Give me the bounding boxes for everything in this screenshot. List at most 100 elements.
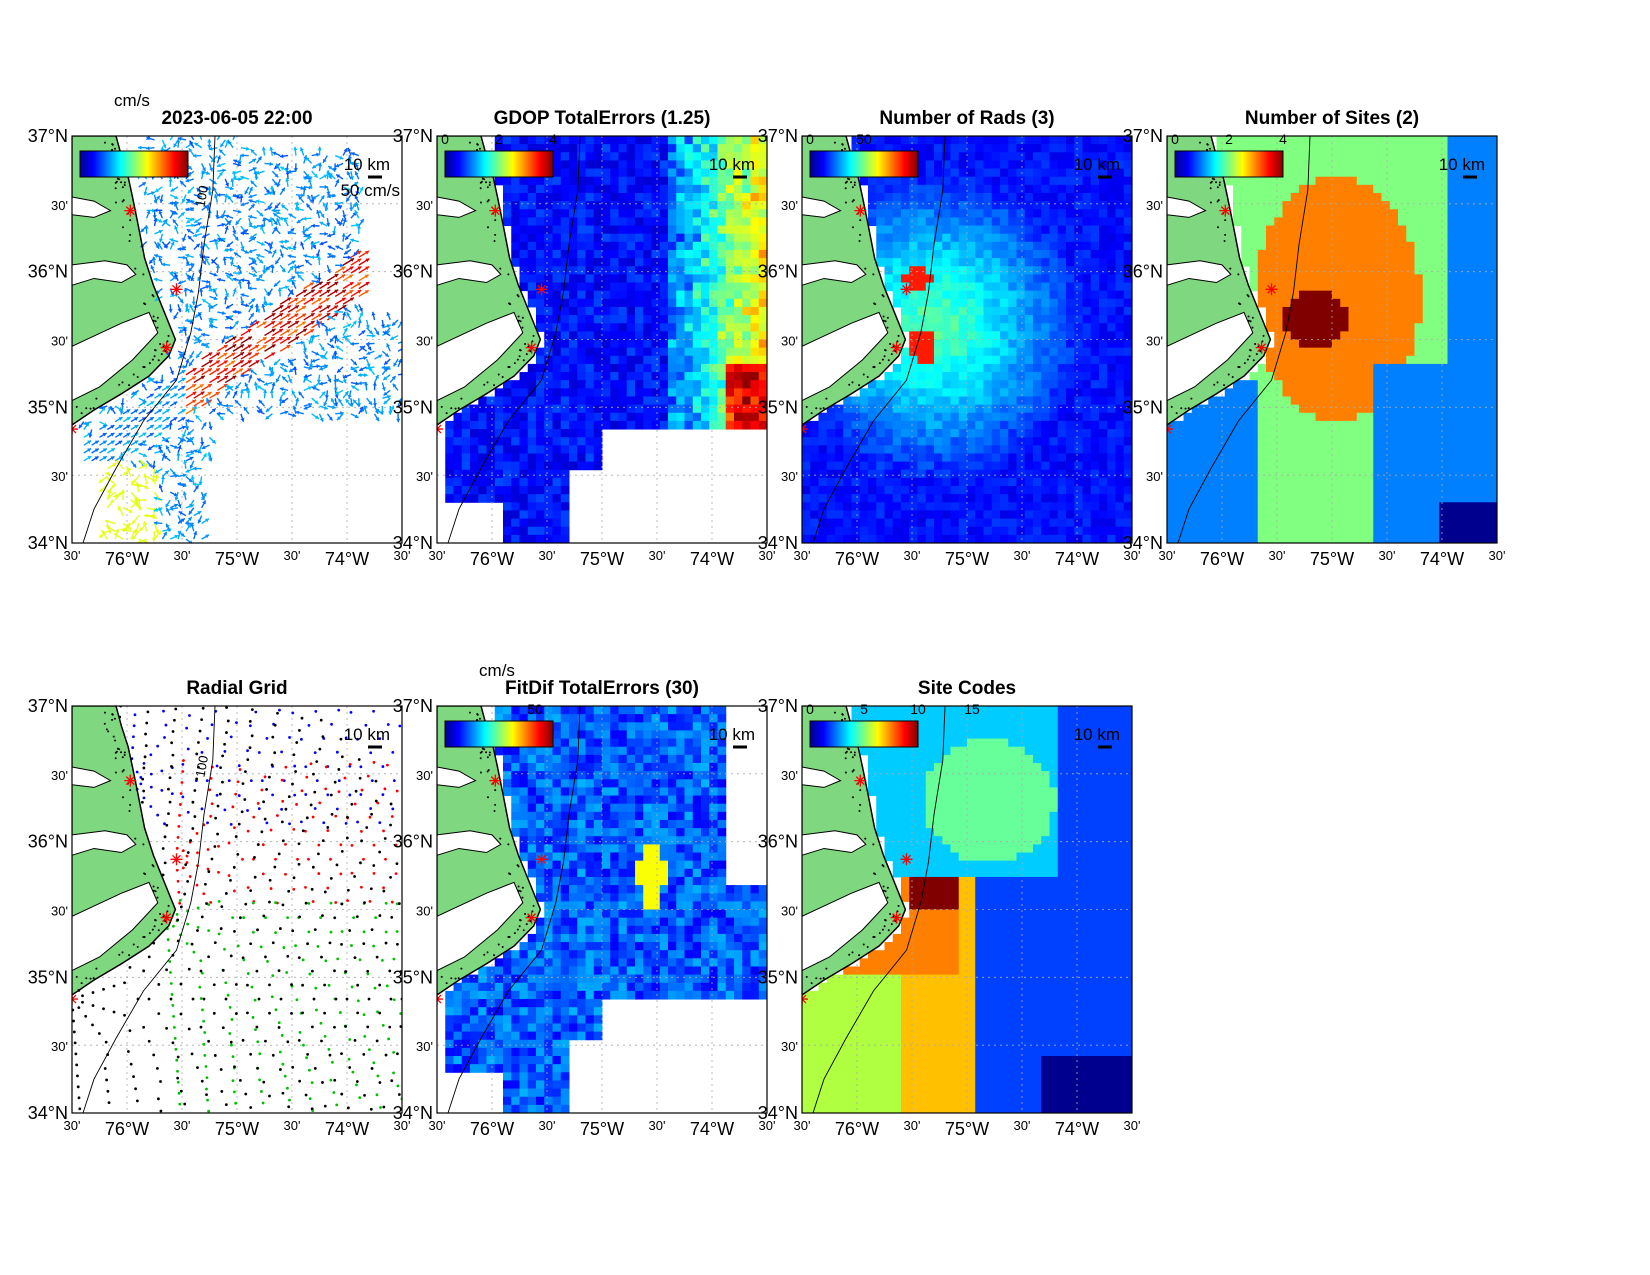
current-vector-head: [101, 530, 106, 535]
field-cell: [536, 347, 545, 357]
field-cell: [692, 331, 702, 340]
field-cell: [577, 144, 586, 153]
field-cell: [610, 282, 619, 292]
field-cell: [942, 241, 951, 251]
field-cell: [659, 372, 669, 381]
field-cell: [925, 241, 935, 251]
current-vector-head: [185, 418, 190, 423]
field-cell: [967, 372, 976, 381]
field-cell: [1041, 298, 1050, 308]
lon-label: 30': [174, 548, 191, 563]
map-area: [802, 136, 1132, 543]
field-cell: [544, 306, 553, 316]
field-cell: [934, 404, 943, 414]
current-vector-head: [146, 210, 151, 215]
field-cell: [643, 168, 652, 178]
lat-label: 30': [416, 334, 433, 349]
current-vector-head: [177, 308, 182, 313]
field-cell: [835, 534, 844, 543]
field-cell: [668, 160, 677, 170]
field-cell: [593, 339, 603, 349]
field-cell: [577, 461, 586, 471]
current-vector-head: [248, 249, 253, 254]
field-cell: [577, 233, 586, 243]
field-cell: [884, 201, 894, 210]
coast-dot: [494, 219, 497, 222]
field-cell: [635, 331, 644, 340]
current-vector-head: [137, 145, 142, 150]
field-cell: [527, 176, 537, 186]
field-cell: [909, 315, 918, 324]
field-cell: [1008, 429, 1017, 438]
current-vector-head: [316, 279, 320, 284]
field-cell: [901, 306, 910, 316]
current-vector-head: [126, 417, 131, 421]
field-cell: [1024, 372, 1034, 381]
field-cell: [527, 201, 537, 210]
field-cell: [527, 437, 537, 446]
field-cell: [544, 209, 553, 218]
field-cell: [618, 339, 628, 349]
field-cell: [967, 201, 976, 210]
current-vector-head: [138, 442, 142, 447]
field-cell: [585, 217, 595, 227]
field-cell: [717, 225, 727, 235]
field-cell: [934, 152, 943, 161]
current-vector-head: [199, 246, 205, 250]
field-cell: [958, 494, 968, 503]
field-cell: [519, 469, 529, 479]
field-cell: [684, 404, 694, 414]
current-vector-head: [334, 394, 339, 399]
field-cell: [942, 363, 951, 373]
field-cell: [934, 339, 943, 349]
field-cell: [1008, 494, 1017, 503]
current-vector-head: [237, 280, 242, 284]
field-cell: [901, 298, 910, 308]
field-cell: [750, 192, 760, 202]
field-cell: [991, 209, 1001, 218]
current-vector-head: [197, 222, 202, 227]
field-cell: [552, 534, 562, 543]
field-cell: [659, 420, 669, 430]
field-cell: [626, 380, 636, 389]
field-cell: [593, 453, 603, 463]
current-vector-head: [317, 256, 322, 260]
coast-dot: [525, 353, 528, 356]
field-cell: [851, 510, 861, 520]
field-cell: [461, 486, 471, 495]
current-vector-head: [156, 195, 160, 200]
current-vector-head: [174, 273, 179, 278]
field-cell: [1016, 298, 1026, 308]
field-cell: [511, 469, 520, 479]
field-cell: [569, 217, 578, 227]
field-cell: [626, 372, 636, 381]
current-vector-head: [350, 341, 354, 346]
current-vector-head: [134, 432, 139, 437]
field-cell: [560, 363, 570, 373]
field-cell: [810, 477, 819, 487]
field-cell: [1033, 526, 1042, 536]
current-vector-head: [189, 140, 194, 145]
field-cell: [618, 241, 628, 251]
field-cell: [709, 282, 718, 292]
field-cell: [991, 453, 1001, 463]
field-cell: [742, 176, 751, 186]
field-cell: [909, 184, 918, 194]
field-cell: [676, 347, 685, 357]
field-cell: [478, 437, 487, 446]
field-cell: [725, 168, 735, 178]
field-cell: [1016, 249, 1026, 259]
field-cell: [950, 249, 960, 259]
field-cell: [758, 282, 767, 292]
field-cell: [659, 331, 669, 340]
current-vector-head: [183, 364, 187, 369]
field-cell: [859, 461, 869, 471]
field-cell: [958, 461, 968, 471]
current-vector-head: [287, 246, 292, 251]
current-vector-head: [247, 352, 252, 357]
field-cell: [843, 486, 852, 495]
field-cell: [1008, 298, 1017, 308]
field-cell: [676, 144, 685, 153]
current-vector-head: [324, 184, 329, 190]
field-cell: [758, 355, 767, 365]
